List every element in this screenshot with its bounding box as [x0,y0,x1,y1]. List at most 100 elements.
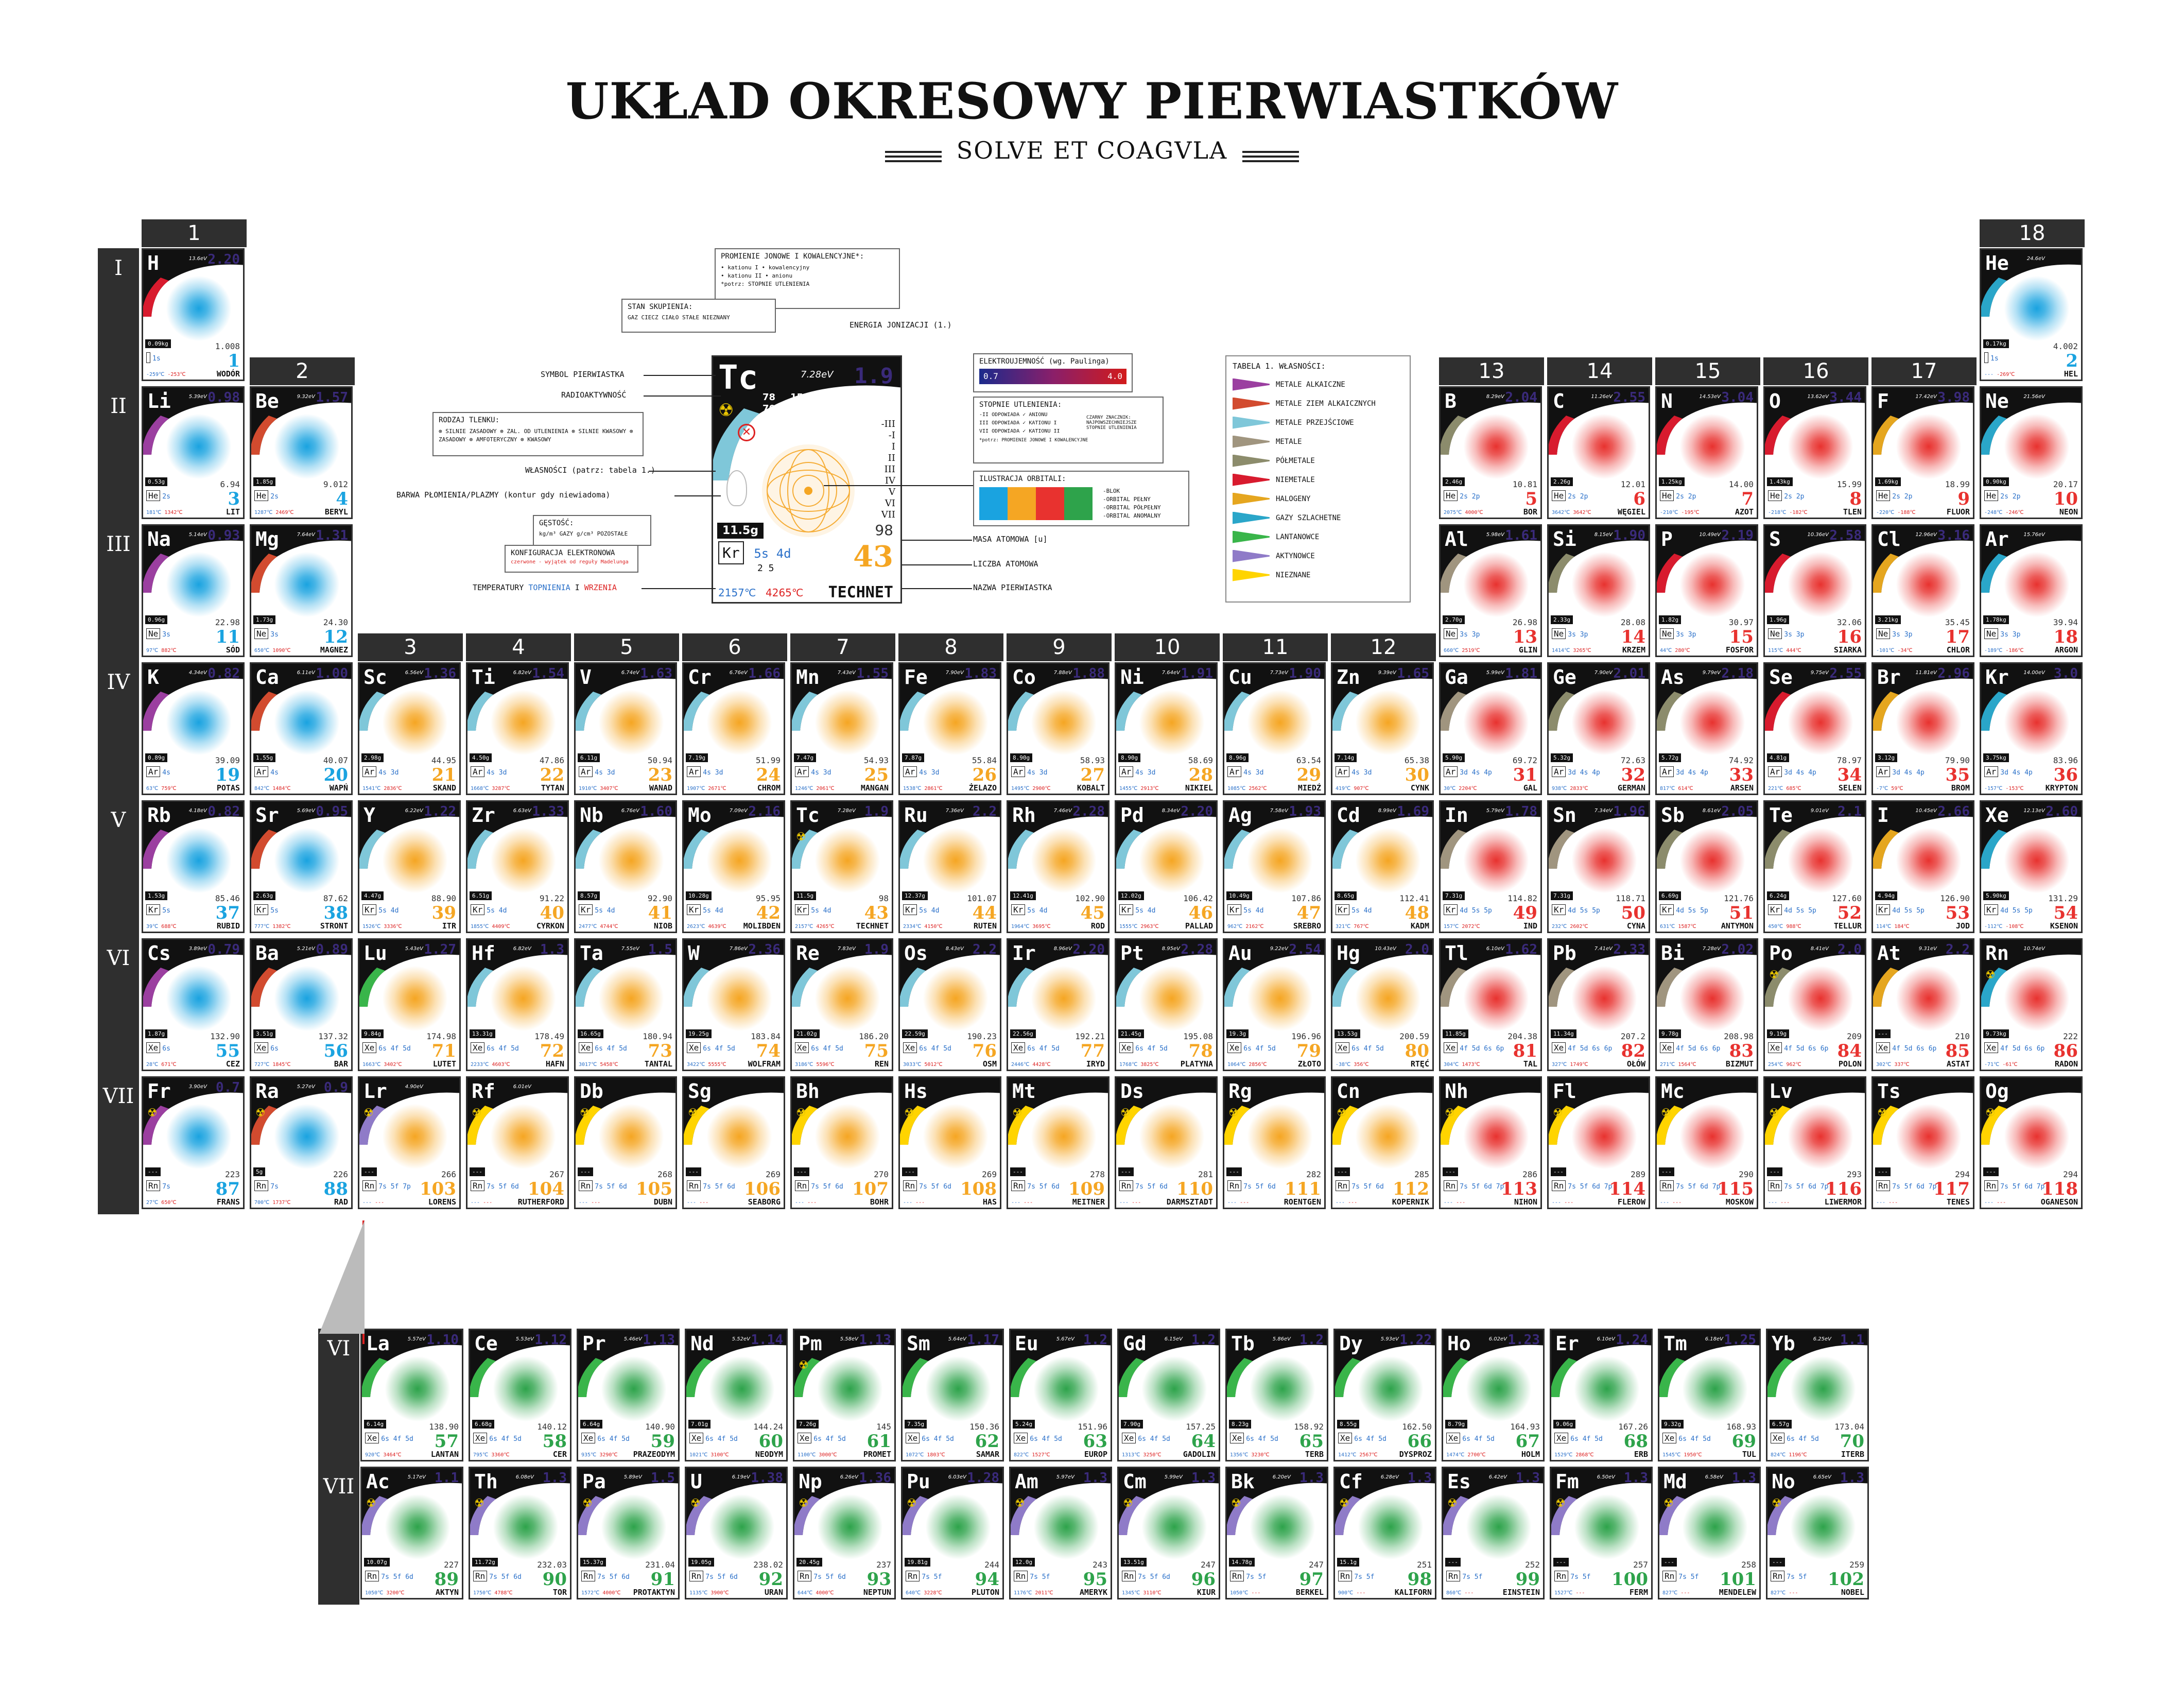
element-tile[interactable]: Cd 8.99eV 1.69 8.65g 112.41 Kr 5s 4d 48 321℃ 767… [1331,800,1434,933]
element-tile[interactable]: W 7.86eV 2.36 19.25g 183.84 Xe 6s 4f 5d 74 3422℃… [682,938,785,1071]
element-tile[interactable]: H 13.6eV 2.20 0.09kg 1.008 1s 1 -259℃ -253℃ WOD… [142,248,245,381]
element-tile[interactable]: Xe 12.13eV 2.60 5.90kg 131.29 Kr 4d 5s 5p 54 -11… [1980,800,2083,933]
element-tile[interactable]: Mn 7.43eV 1.55 7.47g 54.93 Ar 4s 3d 25 1246℃ 206… [790,662,893,795]
element-tile[interactable]: Rh 7.46eV 2.28 12.41g 102.90 Kr 5s 4d 45 1964℃ 3… [1007,800,1110,933]
element-tile[interactable]: Pu 6.03eV 1.28 ☢ 19.81g 244 Rn 7s 5f 94 640℃ 3228… [901,1467,1004,1599]
element-tile[interactable]: Ce 5.53eV 1.12 6.68g 140.12 Xe 6s 4f 5d 58 795℃ … [469,1329,571,1461]
element-tile[interactable]: Br 11.81eV 2.96 3.12g 79.90 Ar 3d 4s 4p 35 -7℃ 5… [1871,662,1974,795]
element-tile[interactable]: S 10.36eV 2.58 1.96g 32.06 Ne 3s 3p 16 115℃ 444℃… [1763,524,1866,657]
element-tile[interactable]: Rf 6.01eV ☢ --- 267 Rn 7s 5f 6d 104 --- --- RUTHE… [466,1076,569,1209]
element-tile[interactable]: Tc 7.28eV 1.9 ☢ 11.5g 98 Kr 5s 4d 43 2157℃ 4265℃ T… [790,800,893,933]
element-tile[interactable]: V 6.74eV 1.63 6.11g 50.94 Ar 4s 3d 23 1910℃ 3407… [574,662,677,795]
element-tile[interactable]: Li 5.39eV 0.98 0.53g 6.94 He 2s 3 181℃ 1342℃ LIT [142,386,245,519]
element-tile[interactable]: Fl ☢ --- 289 Rn 7s 5f 6d 7p 114 --- --- FLEROW [1547,1076,1650,1209]
element-tile[interactable]: No 6.65eV 1.3 ☢ --- 259 Rn 7s 5f 102 827℃ --- NOBE… [1766,1467,1869,1599]
element-tile[interactable]: P 10.49eV 2.19 1.82g 30.97 Ne 3s 3p 15 44℃ 280℃ F… [1655,524,1758,657]
element-tile[interactable]: Am 5.97eV 1.3 ☢ 12.0g 243 Rn 7s 5f 95 1176℃ 2011℃… [1009,1467,1112,1599]
element-tile[interactable]: La 5.57eV 1.10 6.14g 138.90 Xe 6s 4f 5d 57 920℃ … [360,1329,463,1461]
element-tile[interactable]: Pd 8.34eV 2.20 12.02g 106.42 Kr 5s 4d 46 1555℃ 2… [1115,800,1218,933]
element-tile[interactable]: Cf 6.28eV 1.3 ☢ 15.1g 251 Rn 7s 5f 98 900℃ --- KAL… [1333,1467,1436,1599]
element-tile[interactable]: Sn 7.34eV 1.96 7.31g 118.71 Kr 4d 5s 5p 50 232℃ … [1547,800,1650,933]
element-tile[interactable]: Fr 3.90eV 0.7 ☢ --- 223 Rn 7s 87 27℃ 650℃ FRANS [142,1076,245,1209]
element-tile[interactable]: Yb 6.25eV 1.1 6.57g 173.04 Xe 6s 4f 5d 70 824℃ 1… [1766,1329,1869,1461]
element-tile[interactable]: Si 8.15eV 1.90 2.33g 28.08 Ne 3s 3p 14 1414℃ 326… [1547,524,1650,657]
element-tile[interactable]: Gd 6.15eV 1.2 7.90g 157.25 Xe 6s 4f 5d 64 1313℃ … [1117,1329,1220,1461]
element-tile[interactable]: Rn 10.74eV ☢ 9.73kg 222 Xe 4f 5d 6s 6p 86 -71℃ -… [1980,938,2083,1071]
element-tile[interactable]: Hg 10.43eV 2.0 13.53g 200.59 Xe 6s 4f 5d 80 -38℃… [1331,938,1434,1071]
element-tile[interactable]: Ca 6.11eV 1.00 1.55g 40.07 Ar 4s 20 842℃ 1484℃ WA… [250,662,353,795]
element-tile[interactable]: Sm 5.64eV 1.17 7.35g 150.36 Xe 6s 4f 5d 62 1072℃… [901,1329,1004,1461]
element-tile[interactable]: K 4.34eV 0.82 0.89g 39.09 Ar 4s 19 63℃ 759℃ POTAS [142,662,245,795]
element-tile[interactable]: Tl 6.10eV 1.62 11.85g 204.38 Xe 4f 5d 6s 6p 81 3… [1439,938,1542,1071]
element-tile[interactable]: Ne 21.56eV 0.90kg 20.17 He 2s 2p 10 -248℃ -246℃… [1980,386,2083,519]
element-tile[interactable]: Th 6.08eV 1.3 ☢ 11.72g 232.03 Rn 7s 5f 6d 90 1750… [469,1467,571,1599]
element-tile[interactable]: Np 6.26eV 1.36 ☢ 20.45g 237 Rn 7s 5f 6d 93 644℃ 4… [793,1467,896,1599]
element-tile[interactable]: Kr 14.00eV 3.0 3.75kg 83.96 Ar 3d 4s 4p 36 -157℃… [1980,662,2083,795]
element-tile[interactable]: Ds ☢ --- 281 Rn 7s 5f 6d 110 --- --- DARMSZTADT [1115,1076,1218,1209]
element-tile[interactable]: Pb 7.41eV 2.33 11.34g 207.2 Xe 4f 5d 6s 6p 82 32… [1547,938,1650,1071]
element-tile[interactable]: Ar 15.76eV 1.78kg 39.94 Ne 3s 3p 18 -189℃ -186℃… [1980,524,2083,657]
element-tile[interactable]: U 6.19eV 1.38 ☢ 19.05g 238.02 Rn 7s 5f 6d 92 1135… [685,1467,788,1599]
element-tile[interactable]: Y 6.22eV 1.22 4.47g 88.90 Kr 5s 4d 39 1526℃ 3336… [358,800,461,933]
element-tile[interactable]: At 9.31eV 2.2 --- 210 Xe 4f 5d 6s 6p 85 302℃ 337… [1871,938,1974,1071]
element-tile[interactable]: Bk 6.20eV 1.3 ☢ 14.78g 247 Rn 7s 5f 97 1050℃ --- B… [1225,1467,1328,1599]
element-tile[interactable]: I 10.45eV 2.66 4.94g 126.90 Kr 4d 5s 5p 53 114℃ … [1871,800,1974,933]
element-tile[interactable]: B 8.29eV 2.04 2.46g 10.81 He 2s 2p 5 2075℃ 4000℃… [1439,386,1542,519]
element-tile[interactable]: Re 7.83eV 1.9 21.02g 186.20 Xe 6s 4f 5d 75 3186℃… [790,938,893,1071]
element-tile[interactable]: Os 8.43eV 2.2 22.59g 190.23 Xe 6s 4f 5d 76 3033℃… [898,938,1001,1071]
element-tile[interactable]: He 24.6eV 0.17kg 4.002 1s 2 --- -269℃ HEL [1980,248,2083,381]
element-tile[interactable]: Pt 8.95eV 2.28 21.45g 195.08 Xe 6s 4f 5d 78 1768… [1115,938,1218,1071]
element-tile[interactable]: Co 7.88eV 1.88 8.90g 58.93 Ar 4s 3d 27 1495℃ 290… [1007,662,1110,795]
element-tile[interactable]: Au 9.22eV 2.54 19.3g 196.96 Xe 6s 4f 5d 79 1064℃… [1223,938,1326,1071]
element-tile[interactable]: Po 8.41eV 2.0 ☢ 9.19g 209 Xe 4f 5d 6s 6p 84 254℃ … [1763,938,1866,1071]
element-tile[interactable]: Eu 5.67eV 1.2 5.24g 151.96 Xe 6s 4f 5d 63 822℃ 1… [1009,1329,1112,1461]
element-tile[interactable]: Og ☢ --- 294 Rn 7s 5f 6d 7p 118 --- --- OGANESON [1980,1076,2083,1209]
element-tile[interactable]: Tb 5.86eV 1.2 8.23g 158.92 Xe 6s 4f 5d 65 1356℃ … [1225,1329,1328,1461]
element-tile[interactable]: Cr 6.76eV 1.66 7.19g 51.99 Ar 4s 3d 24 1907℃ 267… [682,662,785,795]
element-tile[interactable]: Ac 5.17eV 1.1 ☢ 10.07g 227 Rn 7s 5f 6d 89 1050℃ 3… [360,1467,463,1599]
element-tile[interactable]: Lv ☢ --- 293 Rn 7s 5f 6d 7p 116 --- --- LIWERMOR [1763,1076,1866,1209]
element-tile[interactable]: Rb 4.18eV 0.82 1.53g 85.46 Kr 5s 37 39℃ 688℃ RUBI… [142,800,245,933]
element-tile[interactable]: Hf 6.82eV 1.3 13.31g 178.49 Xe 6s 4f 5d 72 2233℃… [466,938,569,1071]
element-tile[interactable]: Es 6.42eV 1.3 ☢ --- 252 Rn 7s 5f 99 860℃ --- EINST… [1442,1467,1545,1599]
element-tile[interactable]: Ga 5.99eV 1.81 5.90g 69.72 Ar 3d 4s 4p 31 30℃ 22… [1439,662,1542,795]
element-tile[interactable]: Ra 5.27eV 0.9 ☢ 5g 226 Rn 7s 88 700℃ 1737℃ RAD [250,1076,353,1209]
element-tile[interactable]: Ta 7.55eV 1.5 16.65g 180.94 Xe 6s 4f 5d 73 3017℃… [574,938,677,1071]
element-tile[interactable]: Pr 5.46eV 1.13 6.64g 140.90 Xe 6s 4f 5d 59 935℃ … [577,1329,680,1461]
element-tile[interactable]: Mo 7.09eV 2.16 10.28g 95.95 Kr 5s 4d 42 2623℃ 46… [682,800,785,933]
element-tile[interactable]: Sr 5.69eV 0.95 2.63g 87.62 Kr 5s 38 777℃ 1382℃ ST… [250,800,353,933]
element-tile[interactable]: Sc 6.56eV 1.36 2.98g 44.95 Ar 4s 3d 21 1541℃ 283… [358,662,461,795]
element-tile[interactable]: Cn ☢ --- 285 Rn 7s 5f 6d 112 --- --- KOPERNIK [1331,1076,1434,1209]
element-tile[interactable]: Dy 5.93eV 1.22 8.55g 162.50 Xe 6s 4f 5d 66 1412℃… [1333,1329,1436,1461]
element-tile[interactable]: Ti 6.82eV 1.54 4.50g 47.86 Ar 4s 3d 22 1668℃ 328… [466,662,569,795]
element-tile[interactable]: Ag 7.58eV 1.93 10.49g 107.86 Kr 5s 4d 47 962℃ 21… [1223,800,1326,933]
element-tile[interactable]: Sg ☢ --- 269 Rn 7s 5f 6d 106 --- --- SEABORG [682,1076,785,1209]
element-tile[interactable]: Pm 5.58eV 1.13 ☢ 7.26g 145 Xe 6s 4f 5d 61 1100℃ 3… [793,1329,896,1461]
element-tile[interactable]: Fm 6.50eV 1.3 ☢ --- 257 Rn 7s 5f 100 1527℃ --- FER… [1550,1467,1653,1599]
element-tile[interactable]: Cm 5.99eV 1.3 ☢ 13.51g 247 Rn 7s 5f 6d 96 1345℃ 3… [1117,1467,1220,1599]
element-tile[interactable]: Se 9.75eV 2.55 4.81g 78.97 Ar 3d 4s 4p 34 221℃ 6… [1763,662,1866,795]
element-tile[interactable]: Tm 6.18eV 1.25 9.32g 168.93 Xe 6s 4f 5d 69 1545℃… [1658,1329,1761,1461]
element-tile[interactable]: Mc ☢ --- 290 Rn 7s 5f 6d 7p 115 --- --- MOSKOW [1655,1076,1758,1209]
element-tile[interactable]: Er 6.10eV 1.24 9.06g 167.26 Xe 6s 4f 5d 68 1529℃… [1550,1329,1653,1461]
element-tile[interactable]: Cs 3.89eV 0.79 1.87g 132.90 Xe 6s 55 28℃ 671℃ CEZ [142,938,245,1071]
element-tile[interactable]: Hs ☢ --- 269 Rn 7s 5f 6d 108 --- --- HAS [898,1076,1001,1209]
element-tile[interactable]: C 11.26eV 2.55 2.26g 12.01 He 2s 2p 6 3642℃ 3642… [1547,386,1650,519]
element-tile[interactable]: Pa 5.89eV 1.5 ☢ 15.37g 231.04 Rn 7s 5f 6d 91 1572… [577,1467,680,1599]
element-tile[interactable]: Nb 6.76eV 1.60 8.57g 92.90 Kr 5s 4d 41 2477℃ 474… [574,800,677,933]
element-tile[interactable]: Te 9.01eV 2.1 6.24g 127.60 Kr 4d 5s 5p 52 450℃ 9… [1763,800,1866,933]
element-tile[interactable]: Ba 5.21eV 0.89 3.51g 137.32 Xe 6s 56 727℃ 1845℃ B… [250,938,353,1071]
element-tile[interactable]: Lr 4.90eV ☢ --- 266 Rn 7s 5f 7p 103 --- --- LOREN… [358,1076,461,1209]
element-tile[interactable]: Rg ☢ --- 282 Rn 7s 5f 6d 111 --- --- ROENTGEN [1223,1076,1326,1209]
element-tile[interactable]: Bh ☢ --- 270 Rn 7s 5f 6d 107 --- --- BOHR [790,1076,893,1209]
element-tile[interactable]: Na 5.14eV 0.93 0.96g 22.98 Ne 3s 11 97℃ 882℃ SÓD [142,524,245,657]
element-tile[interactable]: Ge 7.90eV 2.01 5.32g 72.63 Ar 3d 4s 4p 32 938℃ 2… [1547,662,1650,795]
element-tile[interactable]: Nh ☢ --- 286 Rn 7s 5f 6d 7p 113 --- --- NIHON [1439,1076,1542,1209]
element-tile[interactable]: Md 6.58eV 1.3 ☢ --- 258 Rn 7s 5f 101 827℃ --- MEND… [1658,1467,1761,1599]
element-tile[interactable]: Mt ☢ --- 278 Rn 7s 5f 6d 109 --- --- MEITNER [1007,1076,1110,1209]
element-tile[interactable]: Ts ☢ --- 294 Rn 7s 5f 6d 7p 117 --- --- TENES [1871,1076,1974,1209]
element-tile[interactable]: Db ☢ --- 268 Rn 7s 5f 6d 105 --- --- DUBN [574,1076,677,1209]
element-tile[interactable]: Ni 7.64eV 1.91 8.90g 58.69 Ar 4s 3d 28 1455℃ 291… [1115,662,1218,795]
element-tile[interactable]: Lu 5.43eV 1.27 9.84g 174.98 Xe 6s 4f 5d 71 1663℃… [358,938,461,1071]
element-tile[interactable]: Nd 5.52eV 1.14 7.01g 144.24 Xe 6s 4f 5d 60 1021℃… [685,1329,788,1461]
